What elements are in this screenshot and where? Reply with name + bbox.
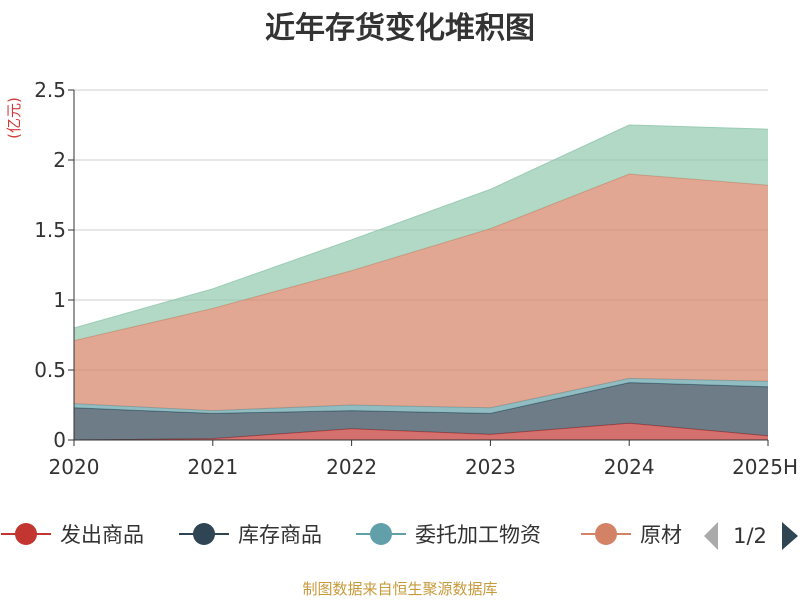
legend-item-3[interactable]: 原材 xyxy=(581,523,682,547)
legend-marker xyxy=(15,523,37,545)
series-area-2 xyxy=(74,378,768,414)
legend-page-indicator: 1/2 xyxy=(733,524,767,548)
y-tick-label: 0.5 xyxy=(34,358,66,382)
legend-pager: 1/2 xyxy=(704,522,798,550)
data-source-note: 制图数据来自恒生聚源数据库 xyxy=(302,580,497,598)
legend-item-0[interactable]: 发出商品 xyxy=(1,523,144,547)
x-tick-label: 2024 xyxy=(604,455,655,479)
legend-label: 原材 xyxy=(640,523,682,547)
y-tick-label: 1 xyxy=(53,288,66,312)
y-tick-label: 0 xyxy=(53,428,66,452)
legend-label: 发出商品 xyxy=(60,523,144,547)
axes xyxy=(73,90,768,441)
x-tick-label: 2020 xyxy=(49,455,100,479)
legend-marker xyxy=(370,523,392,545)
x-tick-label: 2023 xyxy=(465,455,516,479)
y-axis-ticks: 0 0.5 1 1.5 2 2.5 xyxy=(34,78,74,452)
legend-item-2[interactable]: 委托加工物资 xyxy=(356,523,541,547)
x-tick-label: 2022 xyxy=(326,455,377,479)
series-areas xyxy=(73,124,769,441)
legend-marker xyxy=(595,523,617,545)
legend: 发出商品 库存商品 委托加工物资 原材 xyxy=(1,523,682,547)
series-area-1 xyxy=(74,382,768,440)
x-axis-ticks: 2020 2021 2022 2023 2024 2025H xyxy=(49,440,798,479)
series-area-4 xyxy=(74,125,768,341)
y-tick-label: 2 xyxy=(53,148,66,172)
legend-label: 库存商品 xyxy=(238,523,322,547)
x-tick-label: 2025H xyxy=(732,455,798,479)
chart-title: 近年存货变化堆积图 xyxy=(265,11,535,46)
series-line-4 xyxy=(73,124,769,329)
x-tick-label: 2021 xyxy=(187,455,238,479)
legend-next-page-icon[interactable] xyxy=(782,522,798,550)
y-tick-label: 2.5 xyxy=(34,78,66,102)
series-area-3 xyxy=(74,174,768,411)
y-tick-label: 1.5 xyxy=(34,218,66,242)
legend-marker xyxy=(193,523,215,545)
legend-label: 委托加工物资 xyxy=(415,523,541,547)
legend-item-1[interactable]: 库存商品 xyxy=(179,523,322,547)
legend-prev-page-icon[interactable] xyxy=(704,522,718,550)
y-axis-unit-label: (亿元) xyxy=(5,97,23,139)
